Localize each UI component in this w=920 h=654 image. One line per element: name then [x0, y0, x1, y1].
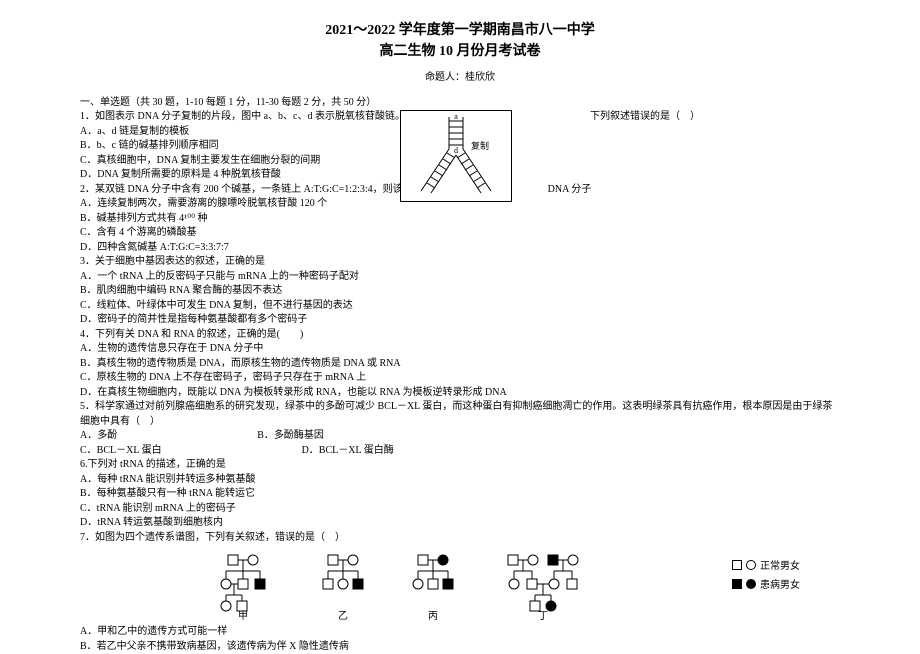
question-7: 7．如图为四个遗传系谱图，下列有关叙述，错误的是（ ） 甲: [80, 531, 840, 654]
q6-opt-b: B．每种氨基酸只有一种 tRNA 能转运它: [80, 487, 840, 502]
q1-stem-b: 下列叙述错误的是（ ）: [590, 111, 700, 122]
q5-stem: 5．科学家通过对前列腺癌细胞系的研究发现，绿茶中的多酚可减少 BCL－XL 蛋白…: [80, 400, 840, 429]
q6-stem: 6.下列对 tRNA 的描述，正确的是: [80, 458, 840, 473]
q3-opt-a: A．一个 tRNA 上的反密码子只能与 mRNA 上的一种密码子配对: [80, 270, 840, 285]
q3-stem: 3．关于细胞中基因表达的叙述，正确的是: [80, 255, 840, 270]
section-header: 一、单选题（共 30 题，1-10 每题 1 分，11-30 每题 2 分，共 …: [80, 93, 840, 108]
q4-opt-b: B．真核生物的遗传物质是 DNA，而原核生物的遗传物质是 DNA 或 RNA: [80, 357, 840, 372]
q3-opt-d: D．密码子的简并性是指每种氨基酸都有多个密码子: [80, 313, 840, 328]
square-icon: [732, 560, 742, 570]
q7-opt-b: B．若乙中父亲不携带致病基因，该遗传病为伴 X 隐性遗传病: [80, 640, 840, 654]
q7-opt-a: A．甲和乙中的遗传方式可能一样: [80, 625, 840, 640]
q7-stem: 7．如图为四个遗传系谱图，下列有关叙述，错误的是（ ）: [80, 531, 840, 546]
svg-text:丙: 丙: [428, 611, 438, 621]
legend-affected: 患病男女: [732, 576, 800, 591]
q2-stem-b: DNA 分子: [548, 184, 592, 195]
q5-opt-c: C．BCL－XL 蛋白: [80, 444, 162, 459]
dna-label-a: a: [454, 112, 458, 121]
title-block: 2021～2022 学年度第一学期南昌市八一中学 高二生物 10 月份月考试卷: [80, 20, 840, 62]
q3-opt-b: B．肌肉细胞中编码 RNA 聚合酶的基因不表达: [80, 284, 840, 299]
legend-affected-label: 患病男女: [760, 576, 800, 591]
q2-opt-d: D．四种含氮碱基 A:T:G:C=3:3:7:7: [80, 241, 840, 256]
q3-opt-c: C．线粒体、叶绿体中可发生 DNA 复制，但不进行基因的表达: [80, 299, 840, 314]
svg-text:丁: 丁: [538, 611, 548, 621]
dna-figure: a d 复制: [400, 110, 512, 202]
svg-text:甲: 甲: [238, 611, 248, 621]
q6-opt-d: D．tRNA 转运氨基酸到细胞核内: [80, 516, 840, 531]
q5-opt-a: A．多酚: [80, 429, 117, 444]
dna-label-d: d: [454, 146, 458, 155]
title-line-1: 2021～2022 学年度第一学期南昌市八一中学: [80, 20, 840, 41]
q4-stem: 4．下列有关 DNA 和 RNA 的叙述，正确的是( ): [80, 328, 840, 343]
pedigree-figure: 甲 乙 丙: [80, 549, 840, 621]
legend-normal: 正常男女: [732, 557, 800, 572]
q5-opt-d: D．BCL－XL 蛋白酶: [302, 444, 394, 459]
q2-opt-c: C．含有 4 个游离的磷酸基: [80, 226, 840, 241]
question-6: 6.下列对 tRNA 的描述，正确的是 A．每种 tRNA 能识别并转运多种氨基…: [80, 458, 840, 531]
q6-opt-c: C．tRNA 能识别 mRNA 上的密码子: [80, 502, 840, 517]
exam-author: 命题人：桂欣欣: [80, 68, 840, 83]
svg-text:乙: 乙: [338, 610, 348, 621]
q4-opt-d: D．在真核生物细胞内，既能以 DNA 为模板转录形成 RNA，也能以 RNA 为…: [80, 386, 840, 401]
q2-stem-a: 2．某双链 DNA 分子中含有 200 个碱基，一条链上 A:T:G:C=1:2…: [80, 184, 403, 195]
question-1: 1．如图表示 DNA 分子复制的片段，图中 a、b、c、d 表示脱氧核苷酸链。 …: [80, 110, 840, 255]
question-3: 3．关于细胞中基因表达的叙述，正确的是 A．一个 tRNA 上的反密码子只能与 …: [80, 255, 840, 328]
q6-opt-a: A．每种 tRNA 能识别并转运多种氨基酸: [80, 473, 840, 488]
question-5: 5．科学家通过对前列腺癌细胞系的研究发现，绿茶中的多酚可减少 BCL－XL 蛋白…: [80, 400, 840, 458]
q4-opt-c: C．原核生物的 DNA 上不存在密码子，密码子只存在于 mRNA 上: [80, 371, 840, 386]
q2-opt-b: B．碱基排列方式共有 4¹⁰⁰ 种: [80, 212, 840, 227]
q5-opt-b: B．多酚酶基因: [257, 429, 324, 444]
square-filled-icon: [732, 579, 742, 589]
title-line-2: 高二生物 10 月份月考试卷: [80, 41, 840, 62]
question-4: 4．下列有关 DNA 和 RNA 的叙述，正确的是( ) A．生物的遗传信息只存…: [80, 328, 840, 401]
q1-stem-a: 1．如图表示 DNA 分子复制的片段，图中 a、b、c、d 表示脱氧核苷酸链。: [80, 111, 405, 122]
pedigree-legend: 正常男女 患病男女: [732, 557, 800, 595]
legend-normal-label: 正常男女: [760, 557, 800, 572]
circle-filled-icon: [746, 579, 756, 589]
q4-opt-a: A．生物的遗传信息只存在于 DNA 分子中: [80, 342, 840, 357]
dna-label-copy: 复制: [471, 140, 489, 151]
circle-icon: [746, 560, 756, 570]
